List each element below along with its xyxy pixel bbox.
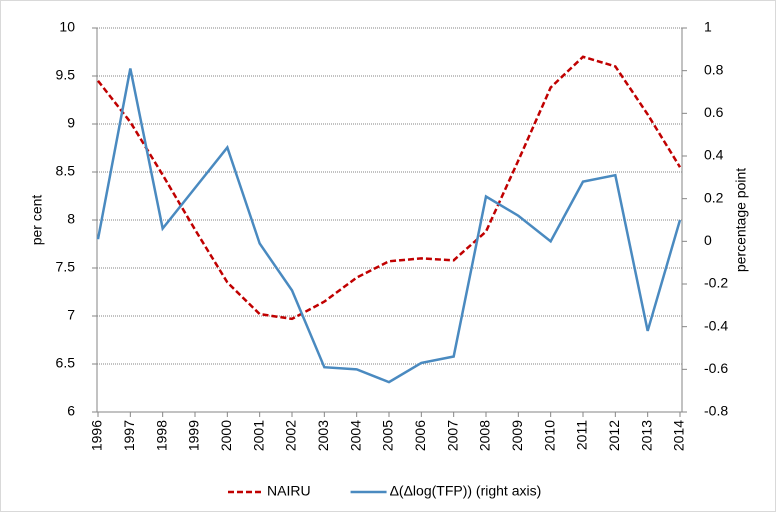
y2-tick-label: -0.4 <box>704 317 728 333</box>
y2-tick-label: -0.6 <box>704 360 728 376</box>
x-tick-label: 2008 <box>477 420 493 451</box>
series-line <box>96 68 682 384</box>
y2-tick-label: 0.8 <box>704 61 724 77</box>
y-tick-label: 7.5 <box>56 259 76 275</box>
y-tick-label: 7 <box>67 307 75 323</box>
x-tick-label: 2002 <box>283 420 299 451</box>
y-tick-label: 8 <box>67 211 75 227</box>
y2-tick-label: 0.4 <box>704 147 724 163</box>
x-tick-label: 1999 <box>186 420 202 451</box>
x-tick-label: 1997 <box>121 420 137 451</box>
y2-axis-label: percentage point <box>733 168 749 272</box>
y2-tick-label: 0.6 <box>704 104 724 120</box>
x-tick-label: 2012 <box>606 420 622 451</box>
x-tick-label: 1998 <box>153 420 169 451</box>
x-tick-label: 2010 <box>541 420 557 451</box>
y-tick-label: 9 <box>67 115 75 131</box>
y2-tick-label: 0.2 <box>704 189 724 205</box>
y-tick-label: 10 <box>59 19 75 35</box>
x-tick-label: 2011 <box>574 420 590 450</box>
x-tick-label: 2003 <box>315 420 331 451</box>
x-tick-label: 2004 <box>347 420 363 451</box>
y2-tick-label: 1 <box>704 19 712 35</box>
x-tick-label: 1996 <box>89 420 105 451</box>
x-tick-label: 2009 <box>509 420 525 451</box>
y2-tick-label: 0 <box>704 232 712 248</box>
legend-label: Δ(Δlog(TFP)) (right axis) <box>390 483 542 499</box>
x-tick-label: 2014 <box>671 420 687 451</box>
x-tick-label: 2013 <box>638 420 654 451</box>
y-axis-label: per cent <box>29 195 45 246</box>
x-tick-label: 2006 <box>412 420 428 451</box>
x-tick-label: 2000 <box>218 420 234 451</box>
x-tick-label: 2001 <box>250 420 266 451</box>
series-line <box>97 55 682 321</box>
y2-tick-label: -0.8 <box>704 403 728 419</box>
y-tick-label: 8.5 <box>56 163 76 179</box>
legend-label: NAIRU <box>267 483 311 499</box>
y-tick-label: 9.5 <box>56 67 76 83</box>
y-tick-label: 6.5 <box>56 355 76 371</box>
y2-tick-label: -0.2 <box>704 275 728 291</box>
x-tick-label: 2005 <box>380 420 396 451</box>
x-tick-label: 2007 <box>444 420 460 451</box>
y-tick-label: 6 <box>67 403 75 419</box>
